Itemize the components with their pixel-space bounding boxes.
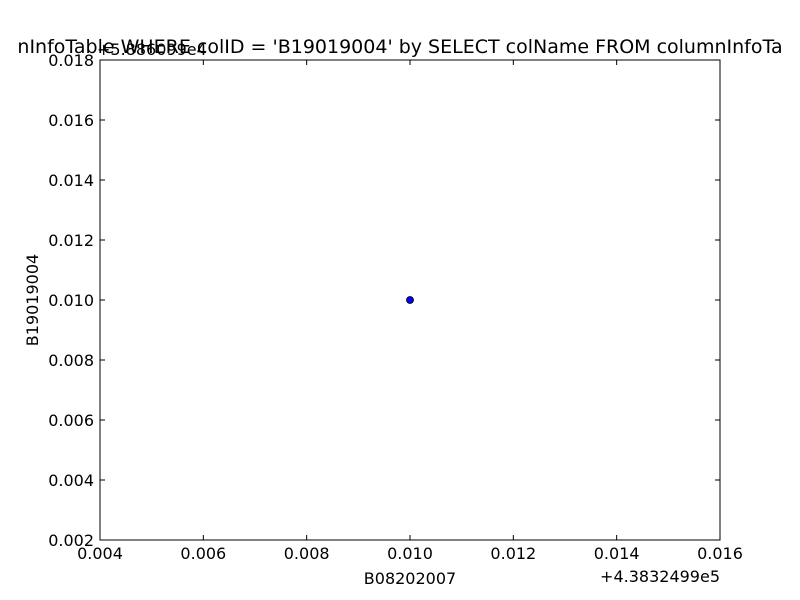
y-tick-label: 0.014 — [48, 171, 94, 190]
y-tick-label: 0.008 — [48, 351, 94, 370]
y-tick-label: 0.006 — [48, 411, 94, 430]
x-tick-label: 0.004 — [77, 544, 123, 563]
y-axis-label: B19019004 — [23, 254, 42, 346]
x-offset-label: +4.3832499e5 — [600, 567, 720, 586]
x-tick-label: 0.016 — [697, 544, 743, 563]
x-tick-label: 0.014 — [594, 544, 640, 563]
y-tick-label: 0.012 — [48, 231, 94, 250]
axis-ticks: 0.004 0.006 0.008 0.010 0.012 0.014 0.016 0.002… — [48, 51, 743, 563]
x-tick-label: 0.010 — [387, 544, 433, 563]
y-tick-label: 0.018 — [48, 51, 94, 70]
y-tick-label: 0.016 — [48, 111, 94, 130]
y-offset-label: +5.886099e4 — [97, 40, 207, 59]
x-tick-label: 0.008 — [284, 544, 330, 563]
chart-title: nInfoTable WHERE colID = 'B19019004' by … — [17, 36, 782, 58]
data-points — [406, 296, 414, 304]
y-tick-label: 0.002 — [48, 531, 94, 550]
x-tick-label: 0.006 — [180, 544, 226, 563]
data-point — [406, 296, 414, 304]
x-axis-label: B08202007 — [364, 569, 456, 588]
x-tick-label: 0.012 — [490, 544, 536, 563]
y-tick-label: 0.004 — [48, 471, 94, 490]
y-tick-label: 0.010 — [48, 291, 94, 310]
